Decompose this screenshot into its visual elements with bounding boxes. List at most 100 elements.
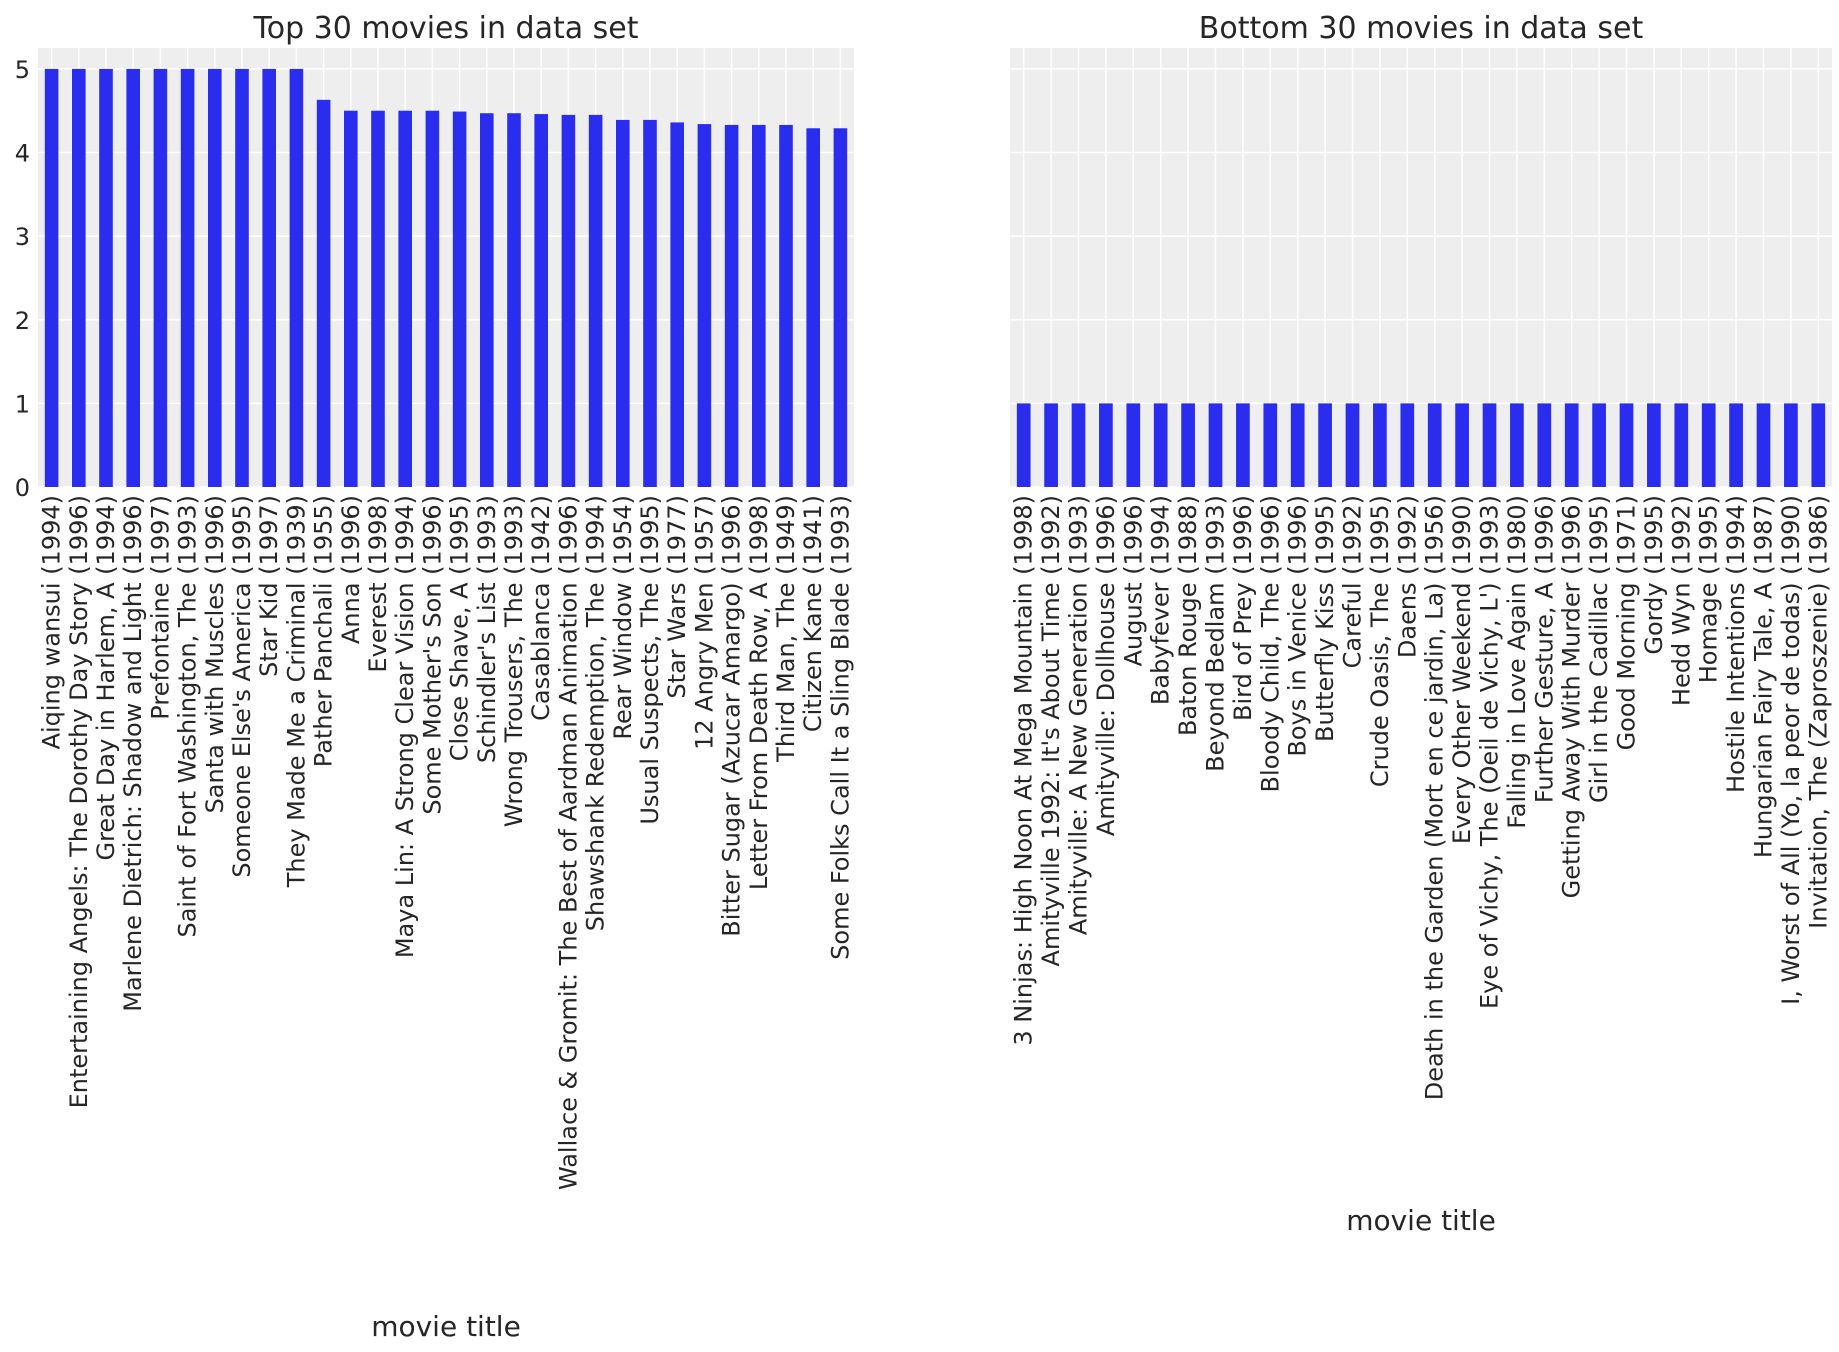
bar [289, 68, 304, 488]
x-tick-label: Great Day in Harlem, A (1994) [92, 495, 120, 861]
x-tick-label: Saint of Fort Washington, The (1993) [174, 495, 202, 938]
y-tick-label: 5 [15, 56, 30, 84]
bar [1400, 403, 1415, 487]
bar [1784, 403, 1798, 487]
bar [126, 68, 140, 488]
x-tick-label: August (1996) [1119, 495, 1147, 666]
x-tick-label: Good Morning (1971) [1613, 495, 1641, 750]
bar [1208, 403, 1223, 487]
x-tick-label: 12 Angry Men (1957) [690, 495, 718, 750]
x-tick-label: Every Other Weekend (1990) [1448, 495, 1476, 844]
bar [262, 68, 276, 488]
bar [1592, 403, 1606, 487]
y-tick-label: 1 [15, 390, 30, 418]
x-tick-label: Falling in Love Again (1980) [1503, 495, 1531, 829]
x-tick-label: Getting Away With Murder (1996) [1558, 495, 1586, 898]
bar [99, 68, 113, 488]
x-tick-label: Hostile Intentions (1994) [1722, 495, 1750, 793]
x-tick-label: Death in the Garden (Mort en ce jardin, … [1421, 495, 1449, 1100]
x-tick-label: Some Mother's Son (1996) [418, 495, 446, 815]
bar [452, 111, 467, 487]
x-tick-label: Butterfly Kiss (1995) [1311, 495, 1339, 742]
x-tick-label: Star Kid (1997) [255, 495, 283, 677]
bar [480, 113, 494, 488]
bar [724, 124, 739, 487]
bar [1564, 403, 1579, 487]
bar [1318, 403, 1332, 487]
x-tick-label: Baton Rouge (1988) [1174, 495, 1202, 736]
bar [72, 68, 86, 488]
x-tick-label: Crude Oasis, The (1995) [1366, 495, 1394, 787]
x-tick-label: Amityville 1992: It's About Time (1992) [1037, 495, 1065, 966]
bar [1236, 403, 1250, 487]
bar [779, 124, 793, 487]
bar [208, 68, 222, 488]
x-tick-label: Boys in Venice (1996) [1284, 495, 1312, 757]
top-30-panel: 0 1 2 3 4 5 Aiqing wansui (1994) Entertaining … [15, 11, 855, 1343]
bar [1811, 403, 1826, 487]
x-tick-label: Careful (1992) [1339, 495, 1367, 668]
x-tick-label: Letter From Death Row, A (1998) [745, 495, 773, 890]
x-axis-label-top-30: movie title [371, 1310, 521, 1343]
x-tick-label: Schindler's List (1993) [473, 495, 501, 763]
x-tick-label: Everest (1998) [364, 495, 392, 673]
x-tick-label: Santa with Muscles (1996) [201, 495, 229, 813]
x-tick-label: They Made Me a Criminal (1939) [282, 495, 310, 888]
y-tick-label: 2 [15, 307, 30, 335]
x-tick-label: Some Folks Call It a Sling Blade (1993) [826, 495, 854, 960]
bar [1153, 403, 1168, 487]
bar [806, 128, 820, 487]
x-tick-label: Bitter Sugar (Azucar Amargo) (1996) [718, 495, 746, 937]
x-tick-label: Citizen Kane (1941) [799, 495, 827, 732]
x-tick-label: Pather Panchali (1955) [310, 495, 338, 767]
x-tick-label: Invitation, The (Zaproszenie) (1986) [1804, 495, 1832, 929]
plot-area-bottom-30 [1010, 48, 1832, 487]
x-tick-label: Eye of Vichy, The (Oeil de Vichy, L') (1… [1476, 495, 1504, 1009]
x-tick-label: Someone Else's America (1995) [228, 495, 256, 878]
bar [180, 68, 195, 488]
bar [752, 124, 766, 487]
x-tick-label: Entertaining Angels: The Dorothy Day Sto… [65, 495, 93, 1108]
x-tick-label: Gordy (1995) [1640, 495, 1668, 655]
bar [153, 68, 168, 488]
x-tick-label: Amityville: A New Generation (1993) [1065, 495, 1093, 935]
x-tick-label: Casablanca (1942) [527, 495, 555, 721]
y-tick-label: 0 [15, 474, 30, 502]
x-tick-label: Babyfever (1994) [1147, 495, 1175, 705]
bar [1647, 403, 1661, 487]
x-axis-label-bottom-30: movie title [1346, 1204, 1496, 1237]
x-tick-label: Wallace & Gromit: The Best of Aardman An… [554, 495, 582, 1190]
bar [371, 110, 385, 487]
x-tick-label: Maya Lin: A Strong Clear Vision (1994) [391, 495, 419, 958]
x-tick-label: Further Gesture, A (1996) [1530, 495, 1558, 803]
x-tick-label: Beyond Bedlam (1993) [1202, 495, 1230, 772]
x-tick-label: Usual Suspects, The (1995) [636, 495, 664, 825]
bar [833, 128, 848, 487]
bar [588, 114, 603, 488]
x-tick-label: Shawshank Redemption, The (1994) [582, 495, 610, 931]
y-tick-label: 3 [15, 223, 30, 251]
bar [616, 119, 630, 487]
bar [235, 68, 249, 488]
bar [1071, 403, 1086, 487]
bar [1099, 403, 1113, 487]
x-tick-label: Close Shave, A (1995) [446, 495, 474, 761]
x-tick-label: Amityville: Dollhouse (1996) [1092, 495, 1120, 836]
x-tick-label: Bird of Prey (1996) [1229, 495, 1257, 721]
x-tick-label: Aiqing wansui (1994) [38, 495, 66, 749]
bar [697, 124, 712, 488]
x-tick-label: I, Worst of All (Yo, la peor de todas) (… [1777, 495, 1805, 1005]
bar [1619, 403, 1634, 487]
bar [1756, 403, 1771, 487]
y-tick-label: 4 [15, 140, 30, 168]
x-tick-label: Star Wars (1977) [663, 495, 691, 699]
bar [398, 110, 412, 487]
bar [1345, 403, 1360, 487]
bar [1263, 403, 1278, 487]
chart-title-bottom-30: Bottom 30 movies in data set [1199, 11, 1644, 46]
x-tick-label: Hedd Wyn (1992) [1667, 495, 1695, 706]
bar [1701, 403, 1716, 487]
x-tick-label: Bloody Child, The (1996) [1256, 495, 1284, 792]
bar [670, 122, 684, 487]
x-tick-label: Hungarian Fairy Tale, A (1987) [1750, 495, 1778, 858]
